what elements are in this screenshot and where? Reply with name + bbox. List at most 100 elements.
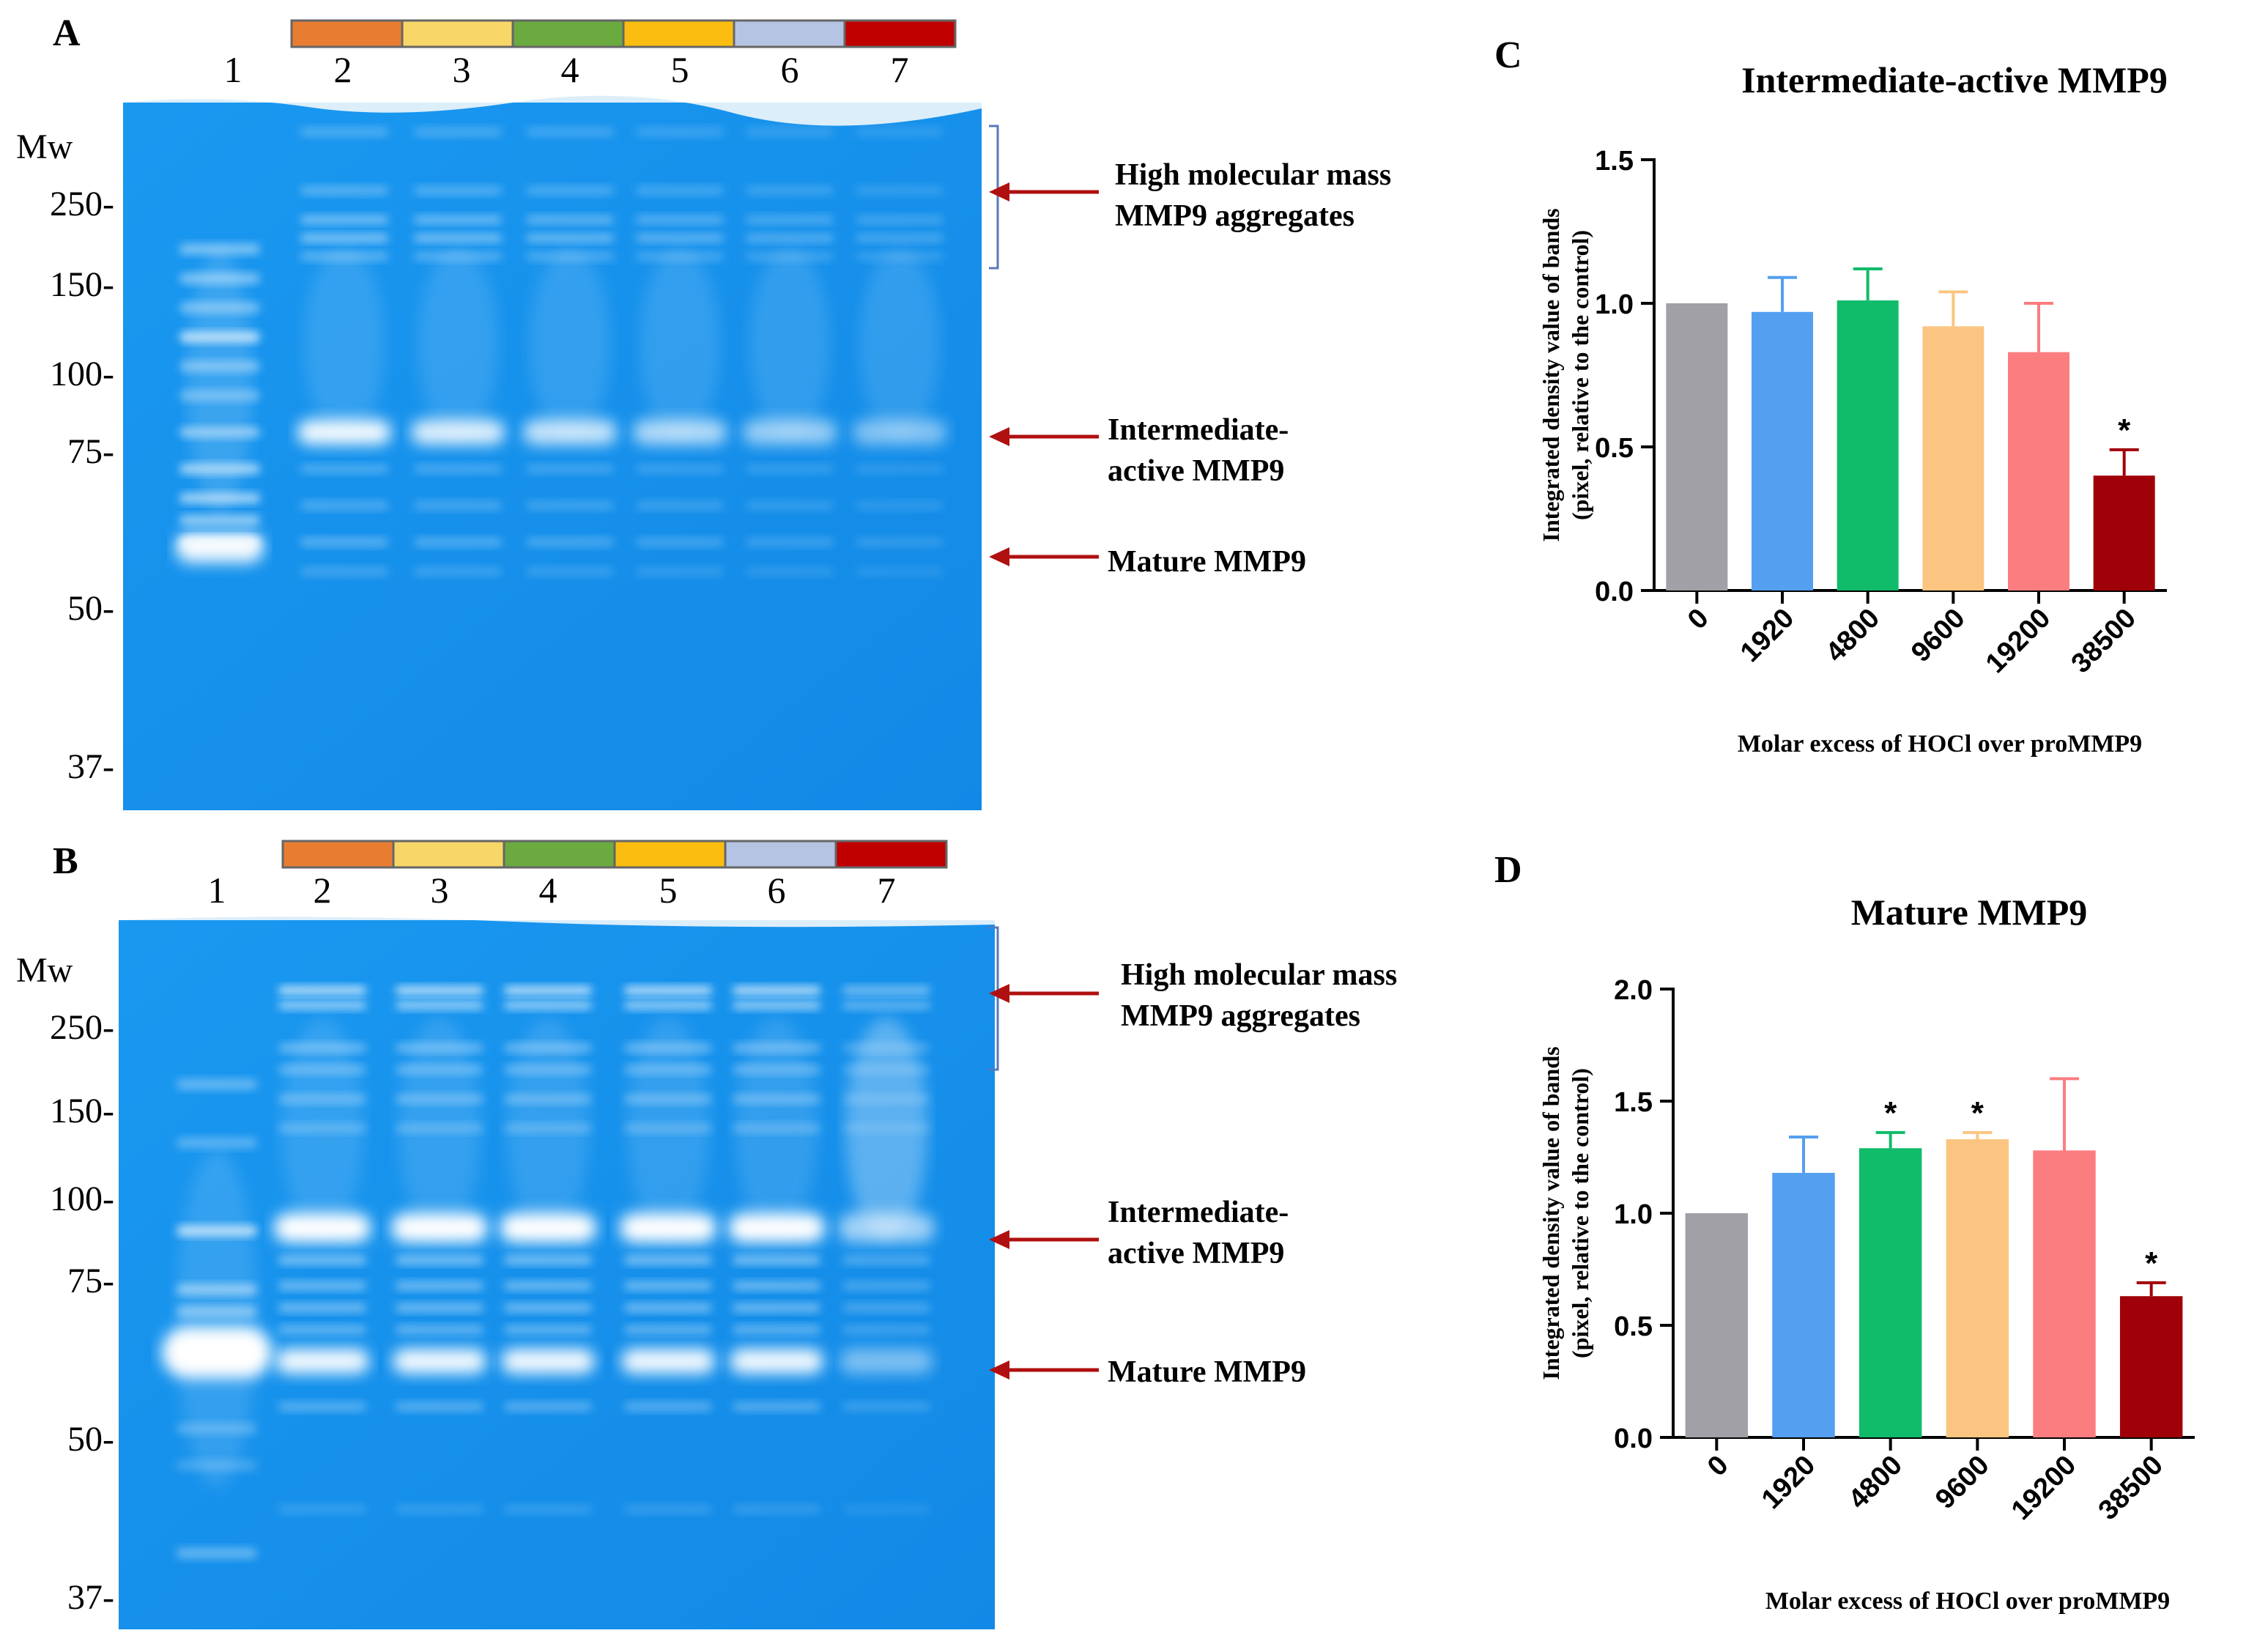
- bar-19200: [2033, 1150, 2096, 1437]
- gel-band: [278, 1001, 366, 1010]
- gel-band: [414, 464, 502, 473]
- gel-band: [735, 1018, 818, 1238]
- gel-band: [414, 501, 502, 510]
- gel-band: [504, 1325, 592, 1334]
- lane-number: 4: [539, 870, 557, 911]
- lane-number: 7: [878, 870, 896, 911]
- lane-number: 6: [781, 49, 799, 90]
- gel-band: [504, 1505, 592, 1514]
- gel-band: [396, 1505, 483, 1514]
- panel-b-bands: [162, 986, 935, 1558]
- gel-band: [414, 234, 502, 242]
- gel-band: [300, 186, 388, 195]
- panel-b-annotations: High molecular mass MMP9 aggregates Interm…: [989, 958, 1397, 1389]
- lane-color-swatch-7: [834, 840, 948, 869]
- gel-band: [278, 1303, 366, 1312]
- gel-band: [414, 567, 502, 576]
- panel-a-label: A: [53, 12, 81, 54]
- annotation-arrow-head: [989, 182, 1009, 201]
- gel-band: [856, 538, 944, 547]
- y-axis-label: (pixel, relative to the control): [1567, 1068, 1593, 1358]
- gel-band: [526, 127, 614, 136]
- gel-band: [396, 1001, 483, 1010]
- panel-a-annotations: High molecular mass MMP9 aggregates Interm…: [989, 158, 1391, 579]
- panel-c-title: Intermediate-active MMP9: [1741, 59, 2168, 100]
- gel-band: [507, 1018, 589, 1238]
- panel-c-label: C: [1494, 34, 1522, 76]
- gel-band: [636, 215, 724, 224]
- gel-band: [856, 186, 944, 195]
- lane-number: 2: [314, 870, 332, 911]
- lane-color-swatch-2: [290, 19, 404, 48]
- gel-band: [300, 127, 388, 136]
- lane-color-swatch-5: [613, 840, 727, 869]
- panel-a-gel-background: [123, 103, 982, 810]
- gel-band: [624, 1001, 712, 1010]
- gel-band: [624, 1505, 712, 1514]
- gel-band: [278, 1505, 366, 1514]
- gel-band: [526, 186, 614, 195]
- gel-band: [636, 127, 724, 136]
- panel-c-chart: C Intermediate-active MMP9 0.00.51.01.50…: [1494, 34, 2168, 758]
- gel-band: [746, 538, 834, 547]
- y-tick-label: 0.5: [1614, 1311, 1653, 1342]
- significance-marker: *: [2145, 1245, 2158, 1281]
- gel-band: [526, 501, 614, 510]
- x-tick-label: 1920: [1756, 1450, 1821, 1515]
- y-tick-label: 0.0: [1595, 577, 1634, 607]
- gel-band: [624, 1402, 712, 1411]
- gel-band: [281, 1018, 363, 1238]
- x-tick-label: 19200: [1980, 603, 2056, 679]
- panel-a-lane-numbers: 1 2 3 4 5 6 7: [224, 49, 909, 90]
- gel-band: [842, 1256, 930, 1265]
- gel-band: [842, 986, 930, 995]
- panel-a-aggregate-bracket: [989, 125, 999, 270]
- gel-band: [396, 1402, 483, 1411]
- gel-band: [856, 567, 944, 576]
- gel-band: [842, 1325, 930, 1334]
- y-axis-label: Integrated density value of bands: [1538, 208, 1564, 541]
- gel-band: [177, 1138, 257, 1148]
- panel-a-mw-markers: 250- 150- 100- 75- 50- 37-: [50, 185, 114, 786]
- gel-band: [504, 1303, 592, 1312]
- gel-band: [177, 1079, 257, 1089]
- annotation-text: Intermediate-: [1108, 1196, 1289, 1229]
- gel-band: [278, 986, 366, 995]
- mw-marker-label: 150-: [50, 1092, 114, 1130]
- gel-band: [842, 1402, 930, 1411]
- gel-band: [842, 1505, 930, 1514]
- gel-band: [733, 1325, 820, 1334]
- panel-a-mw-title: Mw: [16, 127, 73, 166]
- gel-band: [856, 215, 944, 224]
- gel-band: [414, 538, 502, 547]
- gel-band: [624, 1303, 712, 1312]
- mw-marker-label: 250-: [50, 1008, 114, 1047]
- y-tick-label: 1.5: [1595, 146, 1634, 177]
- panel-d-plot: 0.0 0.5 1.0 1.5 2.0 0 1920 * 4800 * 9600 19200 * 3850…: [1538, 975, 2195, 1615]
- lane-color-swatch-6: [733, 19, 846, 48]
- lane-color-swatch-4: [511, 19, 625, 48]
- gel-band: [746, 501, 834, 510]
- gel-band: [636, 501, 724, 510]
- gel-band: [300, 215, 388, 224]
- gel-band: [856, 234, 944, 242]
- gel-band: [842, 1001, 930, 1010]
- bar-1920: [1772, 1172, 1835, 1437]
- gel-band: [636, 464, 724, 473]
- gel-band: [414, 215, 502, 224]
- significance-marker: *: [1971, 1095, 1984, 1131]
- gel-band: [300, 501, 388, 510]
- gel-band: [179, 515, 260, 525]
- mw-marker-label: 100-: [50, 1180, 114, 1218]
- annotation-arrow-head: [989, 1230, 1009, 1249]
- annotation-text: High molecular mass: [1115, 158, 1391, 192]
- gel-band: [176, 533, 264, 563]
- lane-number: 5: [671, 49, 689, 90]
- lane-color-swatch-2: [281, 840, 395, 869]
- panel-b-lane-numbers: 1 2 3 4 5 6 7: [208, 870, 896, 911]
- significance-marker: *: [2118, 412, 2131, 448]
- mw-marker-label: 37-: [67, 747, 114, 786]
- mw-marker-label: 50-: [67, 1420, 114, 1459]
- annotation-text: Intermediate-: [1108, 413, 1289, 447]
- y-tick-label: 1.5: [1614, 1087, 1653, 1118]
